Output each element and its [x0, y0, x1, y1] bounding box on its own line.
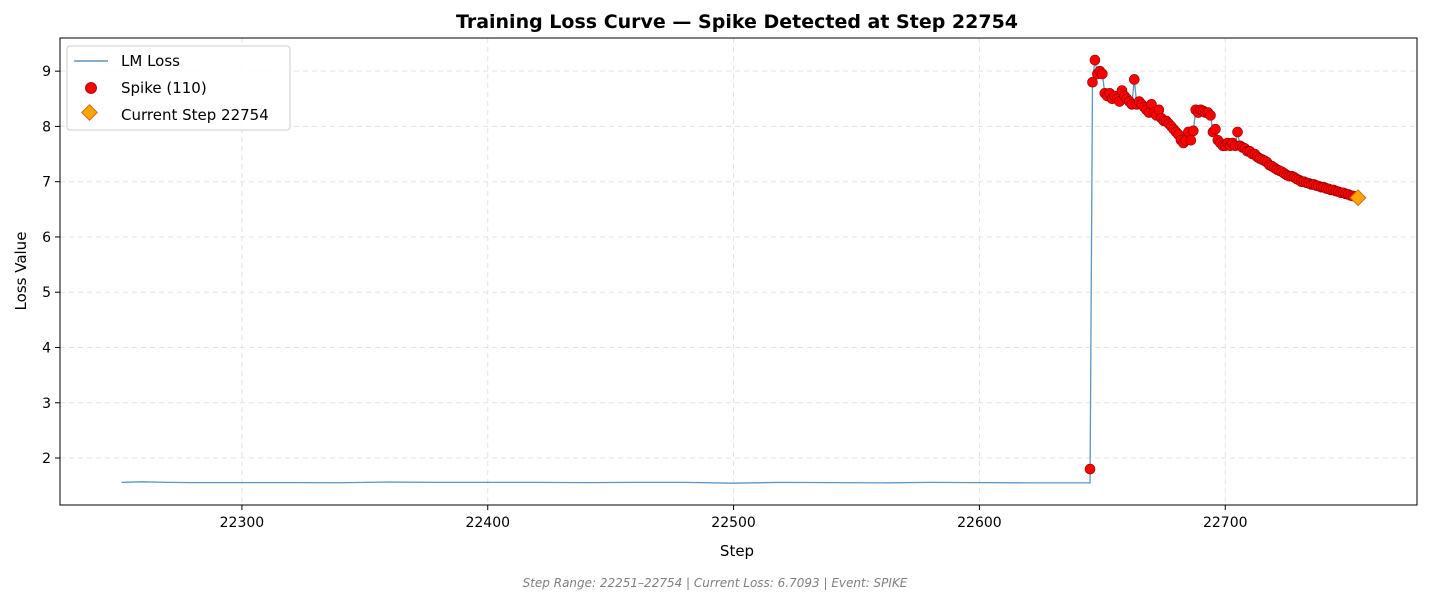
legend-swatch-current-step: [81, 104, 98, 121]
legend: LM Loss Spike (110) Current Step 22754: [66, 45, 291, 131]
spike-point: [1210, 123, 1221, 135]
grid: [60, 38, 1417, 505]
current-step-marker-group: [1349, 189, 1367, 207]
x-axis-ticks: 22300 22400 22500 22600 22700: [220, 505, 1248, 531]
spike-point: [1097, 68, 1108, 80]
x-tick-label: 22400: [465, 515, 510, 531]
axes-frame: [59, 37, 1418, 506]
spike-point: [1128, 74, 1140, 85]
legend-label-spike: Spike (110): [121, 79, 207, 97]
spike-point: [1232, 126, 1243, 138]
legend-label-current-step: Current Step 22754: [121, 106, 269, 124]
x-tick-label: 22600: [957, 515, 1002, 531]
plot-area: [121, 54, 1367, 484]
spike-point: [1205, 110, 1216, 121]
y-tick-label: 5: [42, 285, 51, 301]
spike-point: [1084, 463, 1096, 475]
legend-swatch-spike: [85, 82, 97, 94]
spike-point: [1089, 54, 1101, 66]
footer-summary: Step Range: 22251–22754 | Current Loss: …: [523, 576, 908, 590]
y-tick-label: 4: [42, 340, 51, 356]
y-tick-label: 2: [42, 451, 51, 467]
x-tick-label: 22300: [220, 515, 265, 531]
current-step-marker: [1349, 189, 1367, 207]
y-axis-label: Loss Value: [12, 232, 30, 311]
x-tick-label: 22700: [1203, 515, 1248, 531]
spike-point: [1187, 125, 1199, 137]
y-tick-label: 9: [42, 64, 51, 80]
x-tick-label: 22500: [711, 515, 756, 531]
y-tick-label: 8: [42, 119, 51, 135]
spike-markers: [1084, 54, 1361, 475]
spike-point: [1087, 76, 1098, 88]
y-tick-label: 7: [42, 175, 51, 191]
chart-title: Training Loss Curve — Spike Detected at …: [456, 11, 1018, 33]
x-axis-label: Step: [720, 542, 754, 560]
y-tick-label: 3: [42, 396, 51, 412]
spike-point: [1185, 134, 1197, 146]
legend-box: [66, 45, 291, 131]
y-tick-label: 6: [42, 230, 51, 246]
y-axis-ticks: 2 3 4 5 6 7 8 9: [42, 64, 60, 467]
legend-label-lm-loss: LM Loss: [121, 52, 180, 70]
